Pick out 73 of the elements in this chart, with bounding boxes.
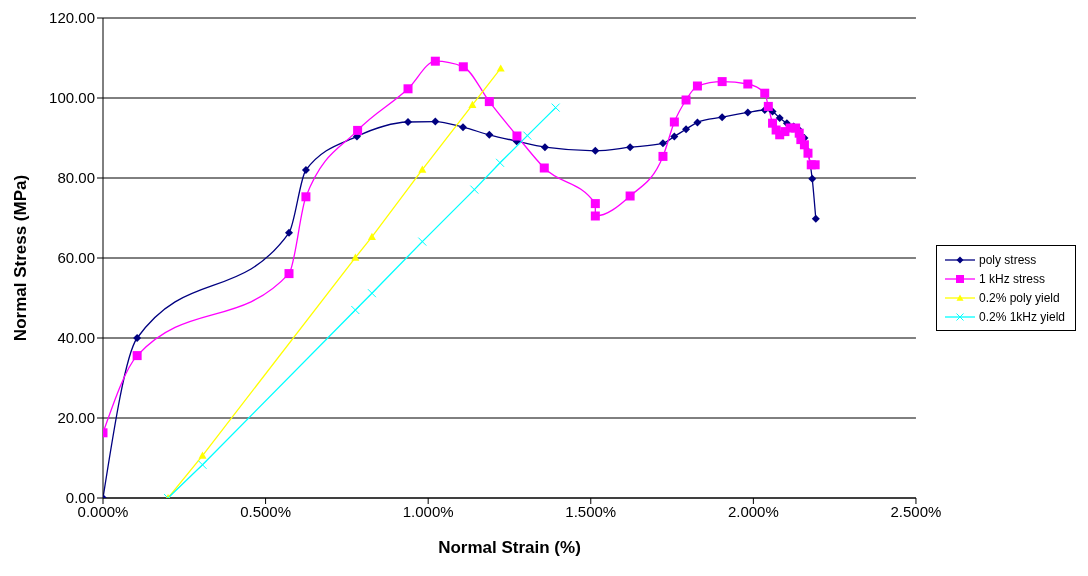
point	[717, 77, 727, 87]
y-axis-title: Normal Stress (MPa)	[11, 174, 31, 342]
point	[496, 64, 505, 72]
legend-label: 0.2% 1kHz yield	[978, 309, 1065, 324]
point	[132, 351, 142, 361]
legend-label: poly stress	[978, 252, 1037, 267]
point	[540, 143, 549, 152]
point	[693, 118, 702, 127]
point	[418, 165, 427, 173]
point	[539, 163, 549, 173]
point	[512, 131, 522, 141]
point	[760, 88, 770, 98]
y-tick-label: 100.00	[49, 89, 95, 107]
point	[404, 118, 413, 126]
point	[458, 123, 467, 132]
point	[625, 191, 635, 201]
point	[485, 130, 494, 139]
point	[403, 84, 413, 94]
point	[743, 108, 752, 117]
point	[417, 237, 427, 247]
point	[351, 253, 360, 261]
point	[681, 95, 691, 105]
y-tick-label: 60.00	[57, 249, 95, 267]
point	[810, 160, 820, 170]
x-tick-label: 2.500%	[890, 502, 942, 520]
y-tick-label: 20.00	[57, 409, 95, 427]
y-tick-label: 40.00	[57, 329, 95, 347]
point	[799, 140, 809, 150]
point	[590, 199, 600, 209]
point	[626, 143, 635, 152]
point	[811, 214, 820, 223]
point	[430, 56, 440, 66]
point	[468, 100, 477, 108]
point	[682, 125, 691, 134]
point	[718, 113, 727, 122]
point	[484, 97, 494, 107]
point	[350, 305, 360, 315]
y-tick-label: 80.00	[57, 169, 95, 187]
point	[367, 288, 377, 298]
point	[284, 269, 294, 279]
point	[301, 166, 310, 174]
point	[367, 232, 376, 240]
point	[198, 460, 208, 470]
point	[551, 103, 561, 113]
point	[522, 131, 532, 141]
legend-label: 0.2% poly yield	[978, 290, 1060, 305]
legend-label: 1 kHz stress	[978, 271, 1045, 286]
point	[495, 158, 505, 168]
x-axis-title: Normal Strain (%)	[438, 538, 581, 557]
y-tick-label: 120.00	[49, 9, 95, 27]
point	[763, 101, 773, 111]
point	[775, 114, 784, 122]
point	[692, 81, 702, 91]
point	[658, 139, 667, 148]
point	[469, 185, 479, 195]
point	[743, 79, 753, 89]
point	[301, 192, 311, 202]
point	[458, 62, 468, 72]
point	[431, 117, 440, 126]
x-tick-label: 2.000%	[727, 502, 779, 520]
point	[285, 228, 293, 237]
x-tick-label: 0.500%	[240, 502, 292, 520]
point	[808, 174, 817, 183]
x-tick-label: 1.000%	[402, 502, 454, 520]
point	[133, 334, 142, 342]
point	[353, 125, 363, 135]
point	[591, 146, 600, 155]
point	[590, 211, 600, 221]
x-tick-label: 1.500%	[565, 502, 617, 520]
point	[670, 132, 679, 141]
point	[669, 117, 679, 127]
point	[198, 451, 207, 459]
point	[658, 151, 668, 161]
